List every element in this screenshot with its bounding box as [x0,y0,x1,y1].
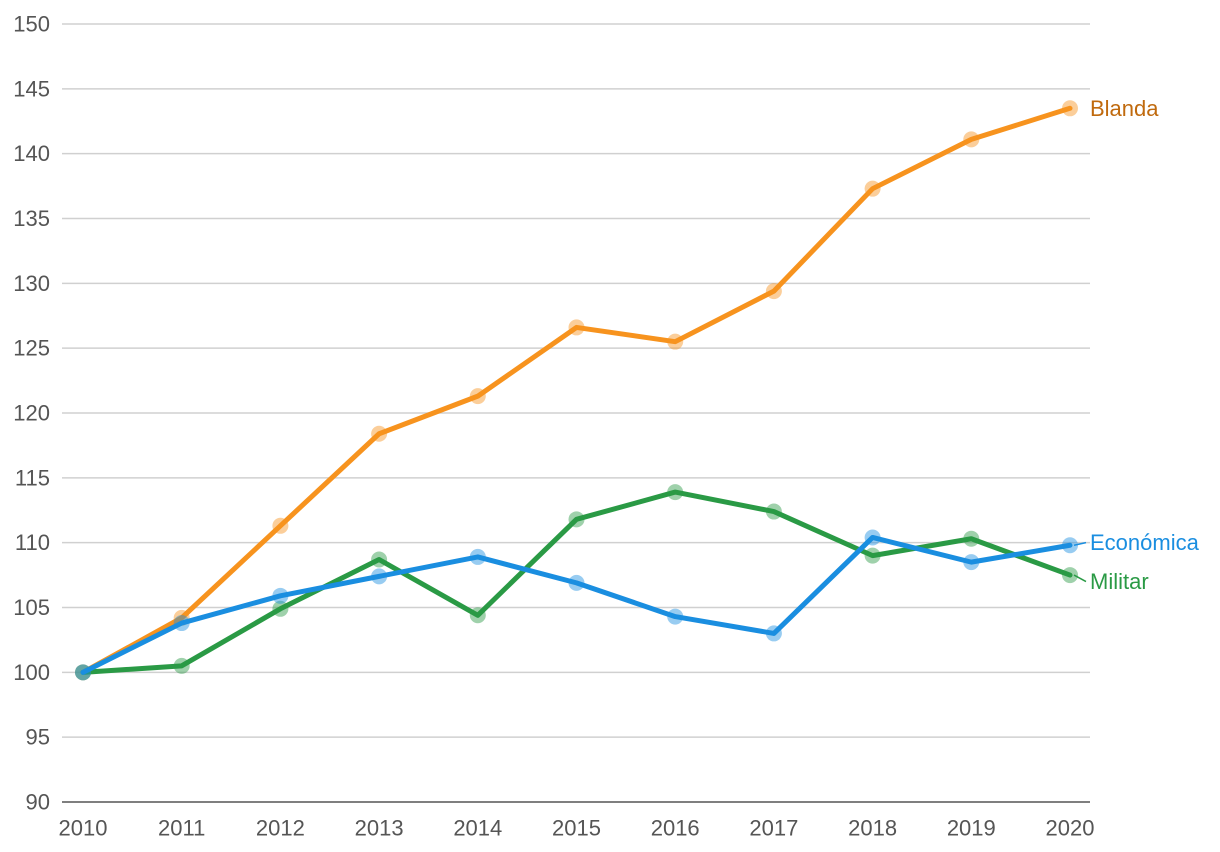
x-tick-label: 2012 [256,816,305,841]
x-tick-label: 2016 [651,816,700,841]
y-tick-label: 140 [13,141,50,166]
series-label: Militar [1090,569,1149,594]
y-tick-label: 90 [26,790,50,815]
grid-layer [62,23,1090,803]
x-axis-ticks: 2010 2011 2012 2013 2014 2015 2016 2017 2018 2019… [59,816,1095,841]
x-tick-label: 2019 [947,816,996,841]
x-tick-label: 2020 [1046,816,1095,841]
series-layer [75,100,1078,681]
y-tick-label: 130 [13,271,50,296]
label-leader [1073,541,1087,546]
y-tick-label: 135 [13,206,50,231]
x-tick-label: 2017 [749,816,798,841]
y-tick-label: 100 [13,660,50,685]
series-2 [75,484,1078,681]
x-tick-label: 2011 [158,816,205,841]
series-0 [75,100,1078,681]
x-tick-label: 2014 [453,816,502,841]
y-tick-label: 105 [13,595,50,620]
series-label: Blanda [1090,96,1159,121]
y-tick-label: 125 [13,336,50,361]
series-line [80,489,1073,675]
series-line [80,105,1073,675]
y-tick-label: 95 [26,725,50,750]
x-tick-label: 2010 [59,816,108,841]
series-1 [75,529,1078,681]
x-tick-label: 2015 [552,816,601,841]
series-line [80,534,1073,675]
x-tick-label: 2018 [848,816,897,841]
x-tick-label: 2013 [355,816,404,841]
y-tick-label: 150 [13,12,50,37]
y-tick-label: 145 [13,76,50,101]
y-axis-ticks: 90 95 100 105 110 115 120 125 130 135 140 145 150 [13,12,50,815]
series-label: Económica [1090,530,1200,555]
y-tick-label: 110 [15,530,50,555]
series-labels: Blanda Económica Militar [1073,96,1200,594]
label-leader [1073,574,1087,583]
y-tick-label: 115 [15,465,50,490]
y-tick-label: 120 [13,401,50,426]
